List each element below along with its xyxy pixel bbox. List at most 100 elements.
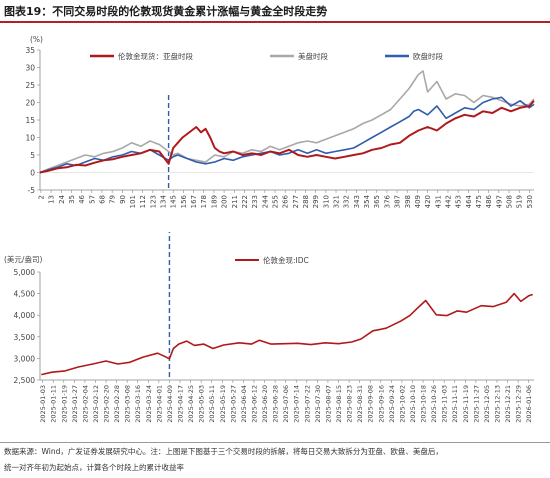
- source-note: 数据来源：Wind，广发证券发展研究中心。注：上图是下图基于三个交易时段的拆解，…: [4, 447, 443, 456]
- bottom-x-tick-label: 2025-04-09: [166, 385, 174, 423]
- bottom-x-tick-label: 2025-08-23: [346, 385, 354, 423]
- top-x-tick-label: 431: [434, 195, 442, 208]
- top-x-tick-label: 57: [88, 195, 96, 204]
- bottom-x-tick-label: 2025-07-14: [293, 385, 301, 423]
- bottom-x-tick-label: 2025-01-11: [50, 385, 58, 423]
- bottom-x-tick-label: 2025-02-12: [92, 385, 100, 423]
- bottom-x-tick-label: 2025-01-03: [39, 385, 47, 423]
- bottom-x-tick-label: 2025-05-11: [208, 385, 216, 423]
- bottom-x-tick-label: 2025-05-19: [219, 385, 227, 423]
- bottom-chart-gold-price: 2,500 3,000 3,500 4,000 4,500 5,000 (美元/盎司) 202…: [4, 232, 534, 423]
- bottom-x-tick-label: 2025-06-28: [272, 385, 280, 423]
- top-x-tick-label: 134: [160, 194, 168, 208]
- top-x-tick-label: 46: [78, 194, 86, 203]
- top-x-tick-label: 519: [516, 195, 524, 208]
- footer-rule: [0, 442, 550, 443]
- bottom-x-tick-label: 2025-03-24: [145, 385, 153, 423]
- top-x-tick-label: 475: [475, 195, 483, 208]
- top-x-tick-label: 90: [119, 195, 127, 204]
- bottom-x-tick-label: 2025-12-29: [515, 385, 523, 423]
- top-x-tick-label: 112: [139, 195, 147, 208]
- top-x-tick-label: 442: [444, 195, 452, 208]
- top-x-tick-label: 332: [343, 195, 351, 208]
- top-x-tick-label: 486: [485, 194, 493, 208]
- top-x-tick-label: 13: [48, 195, 56, 204]
- top-x-tick-label: 2: [37, 195, 45, 199]
- top-x-tick-label: 409: [414, 195, 422, 208]
- bottom-x-tick-label: 2025-02-20: [103, 385, 111, 423]
- top-x-tick-label: 244: [261, 194, 269, 208]
- charts-area: -5 0 5 10 15 20 25 30 35 (%) 2 13 24 35 46 57 68 79 90 101 1…: [0, 22, 550, 442]
- top-x-tick-label: 398: [404, 195, 412, 208]
- top-series-line-europe: [39, 96, 535, 174]
- bottom-x-tick-label: 2025-02-04: [81, 385, 89, 423]
- bottom-series-line-gold: [41, 292, 533, 376]
- bottom-y-axis-label: (美元/盎司): [4, 254, 42, 264]
- bottom-x-tick-label: 2025-08-15: [335, 385, 343, 423]
- top-x-tick-label: 200: [221, 195, 229, 208]
- bottom-x-tick-label: 2025-04-01: [155, 385, 163, 423]
- top-x-tick-label: 508: [506, 195, 514, 208]
- top-x-tick-label: 255: [271, 195, 279, 208]
- top-x-tick-label: 277: [292, 195, 300, 208]
- top-y-tick-label: 0: [30, 169, 35, 178]
- bottom-x-tick-label: 2025-06-04: [240, 385, 248, 423]
- top-x-tick-label: 68: [98, 195, 106, 204]
- top-x-tick-label: 233: [251, 195, 259, 208]
- bottom-x-tick-label: 2025-09-08: [367, 385, 375, 423]
- bottom-x-tick-label: 2025-08-31: [356, 385, 364, 423]
- bottom-x-tick-label: 2025-07-30: [314, 385, 322, 423]
- bottom-x-tick-label: 2025-11-19: [462, 385, 470, 423]
- top-y-tick-label: 25: [25, 81, 35, 90]
- bottom-x-tick-label: 2025-08-07: [324, 385, 332, 423]
- bottom-x-tick-label: 2026-01-06: [525, 385, 533, 423]
- top-x-tick-label: 35: [68, 195, 76, 204]
- top-x-tick-label: 288: [302, 195, 310, 208]
- top-x-tick-label: 453: [455, 195, 463, 208]
- bottom-x-tick-label: 2025-12-13: [494, 385, 502, 423]
- bottom-x-tick-label: 2025-03-16: [134, 385, 142, 423]
- top-x-tick-label: 299: [312, 195, 320, 208]
- top-series-line-asia: [39, 100, 535, 174]
- top-x-tick-label: 420: [424, 195, 432, 208]
- top-x-tick-label: 376: [383, 194, 391, 208]
- top-x-tick-label: 387: [394, 195, 402, 208]
- bottom-x-tick-label: 2025-04-25: [187, 385, 195, 423]
- bottom-x-tick-label: 2025-09-16: [377, 385, 385, 423]
- bottom-x-tick-label: 2025-05-27: [229, 385, 237, 423]
- bottom-x-tick-label: 2025-02-28: [113, 385, 121, 423]
- top-y-tick-label: 5: [30, 151, 35, 160]
- top-x-tick-label: 211: [231, 195, 239, 208]
- top-x-tick-label: 79: [109, 195, 117, 204]
- top-y-tick-label: 35: [25, 46, 35, 55]
- bottom-x-tick-label: 2025-03-08: [124, 385, 132, 423]
- bottom-x-tick-label: 2025-10-26: [430, 385, 438, 423]
- top-x-tick-label: 266: [282, 194, 290, 208]
- top-x-tick-label: 156: [180, 194, 188, 208]
- top-x-tick-label: 178: [200, 195, 208, 208]
- bottom-y-tick-label: 2,500: [14, 376, 36, 385]
- bottom-x-tick-label: 2025-11-27: [472, 385, 480, 423]
- bottom-x-tick-label: 2025-10-10: [409, 385, 417, 423]
- top-x-tick-label: 101: [129, 195, 137, 208]
- top-x-tick-label: 167: [190, 195, 198, 208]
- top-y-axis-label: (%): [30, 35, 43, 44]
- bottom-x-tick-label: 2025-05-03: [198, 385, 206, 423]
- bottom-x-tick-label: 2025-10-02: [398, 385, 406, 423]
- top-x-tick-label: 189: [210, 195, 218, 208]
- top-x-tick-label: 321: [333, 195, 341, 208]
- bottom-legend-label-gold: 伦敦金现:IDC: [263, 255, 309, 265]
- bottom-x-tick-label: 2025-06-20: [261, 385, 269, 423]
- bottom-x-tick-label: 2025-06-12: [250, 385, 258, 423]
- top-x-tick-label: 310: [322, 195, 330, 208]
- top-y-tick-label: 20: [25, 99, 35, 108]
- bottom-x-tick-label: 2025-07-22: [303, 385, 311, 423]
- top-series-line-us: [39, 70, 535, 174]
- top-x-tick-label: 123: [149, 195, 157, 208]
- top-x-tick-label: 24: [58, 194, 66, 203]
- top-y-tick-label: 15: [25, 116, 35, 125]
- bottom-x-tick-label: 2025-01-19: [60, 385, 68, 423]
- figure-header: 图表19：不同交易时段的伦敦现货黄金累计涨幅与黄金全时段走势: [0, 0, 550, 23]
- top-legend-label-europe: 欧盘时段: [413, 51, 443, 61]
